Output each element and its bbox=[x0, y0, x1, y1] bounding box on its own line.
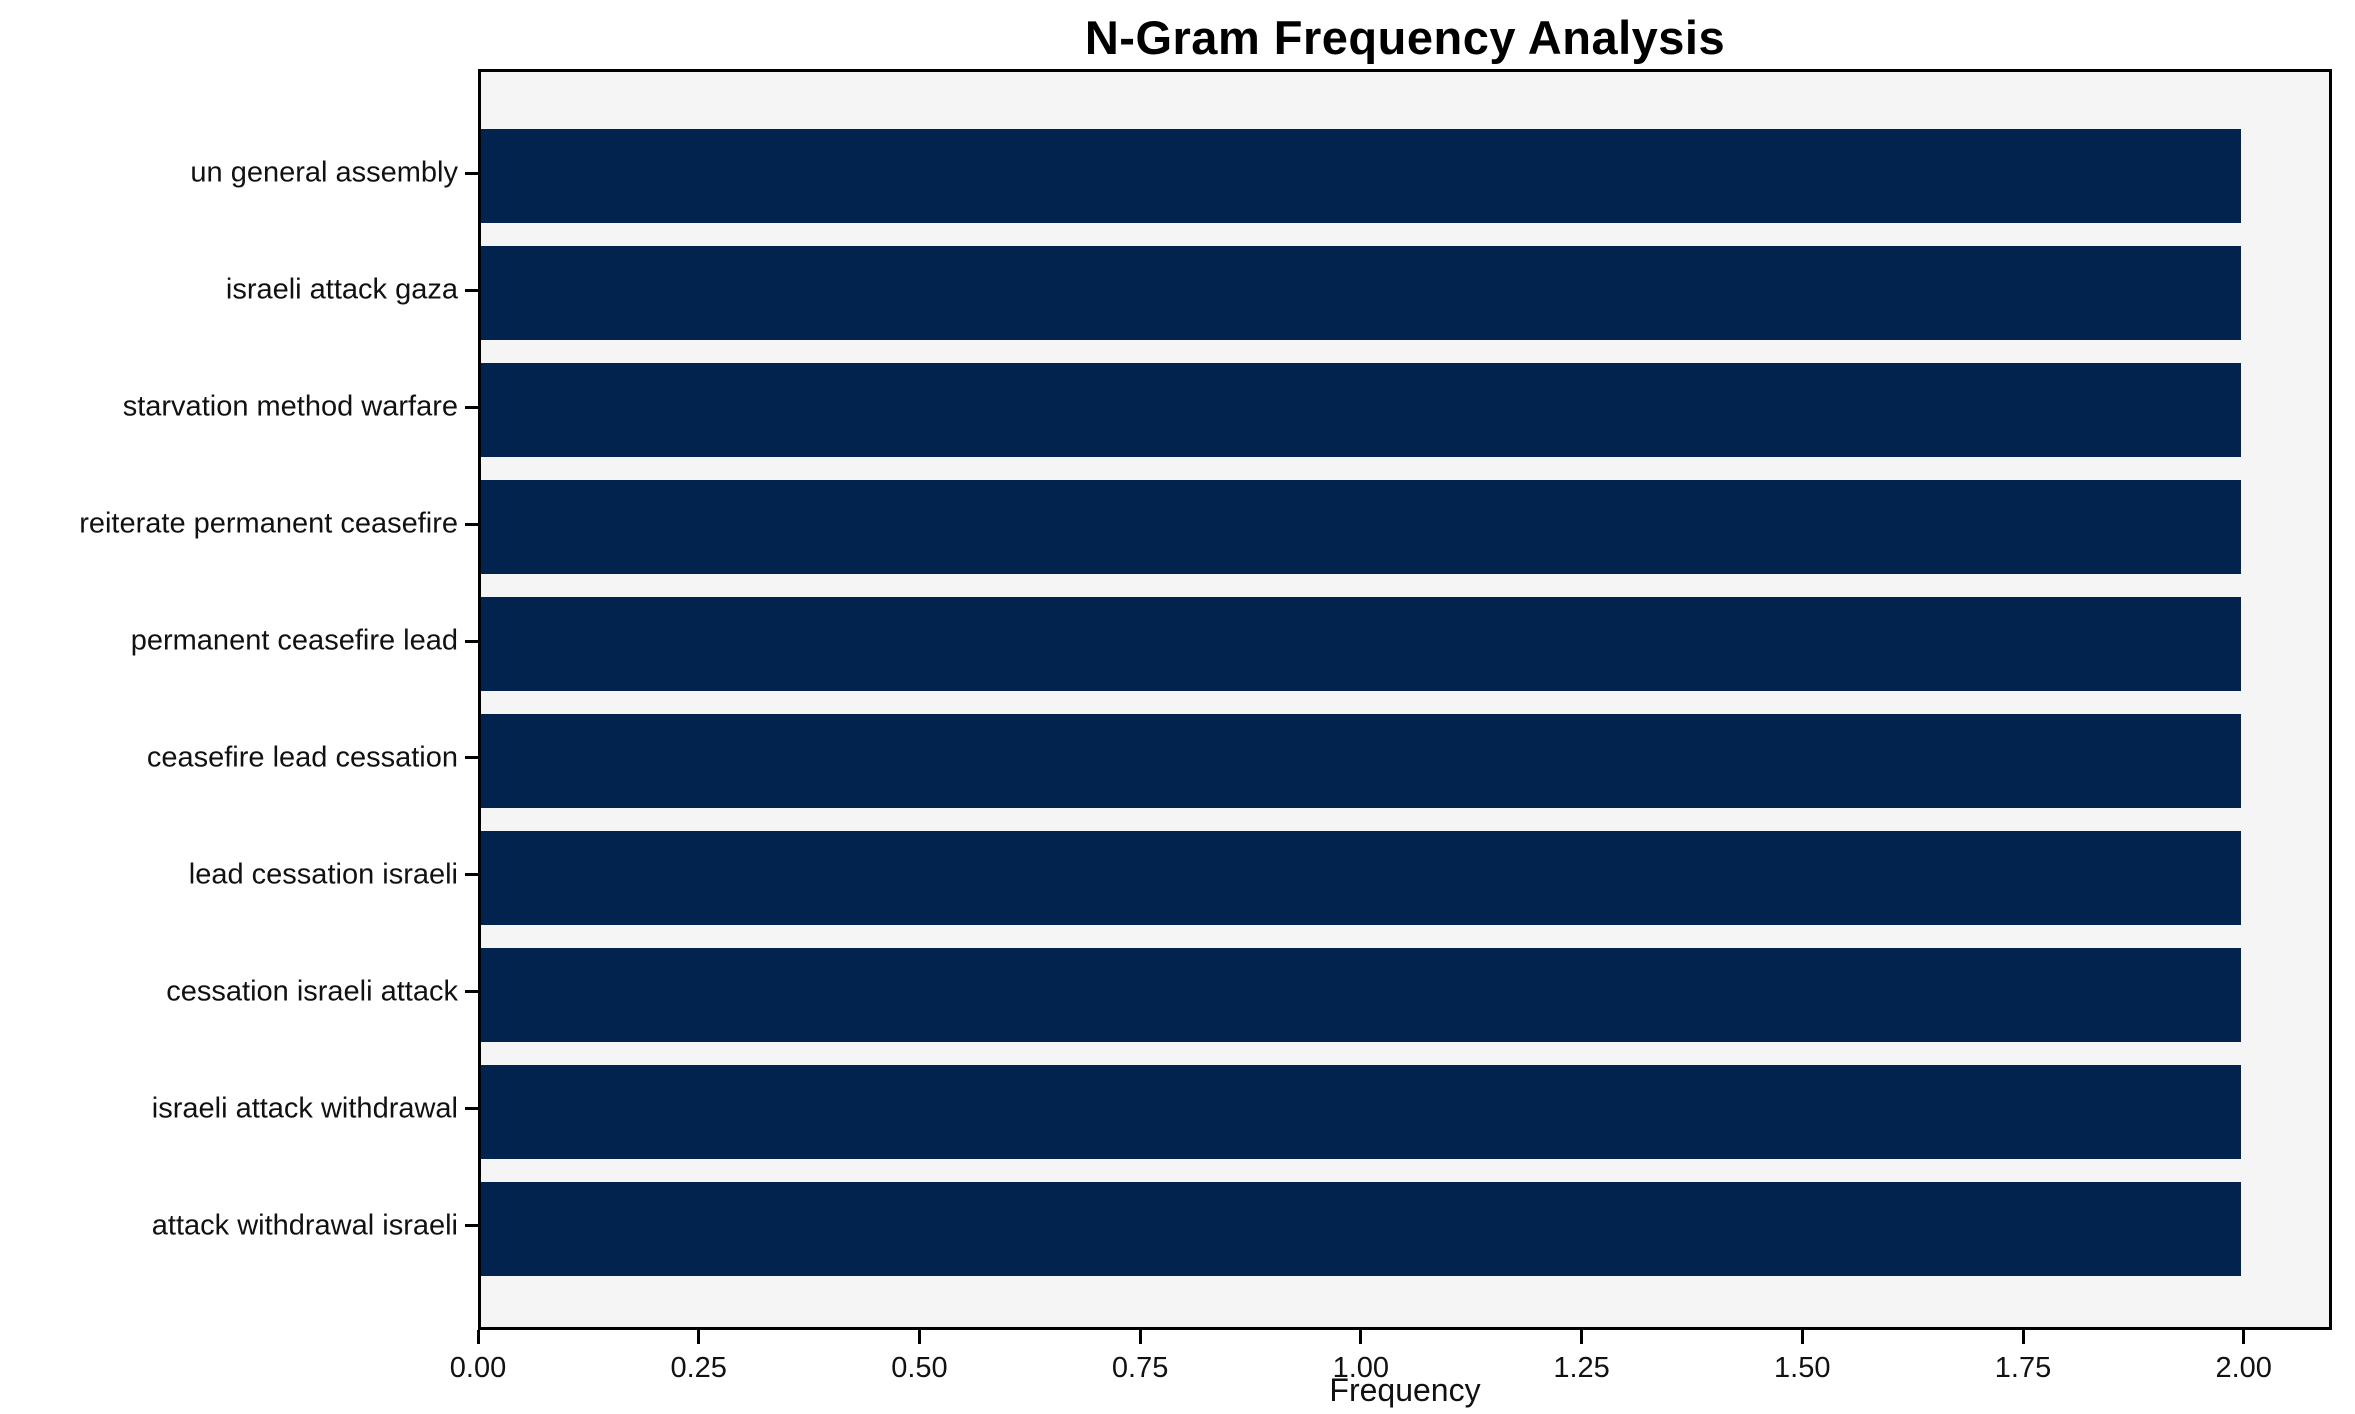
x-tick-mark bbox=[2242, 1330, 2246, 1344]
x-tick-label: 0.25 bbox=[670, 1352, 727, 1384]
plot-area bbox=[478, 69, 2332, 1330]
y-tick-mark bbox=[465, 405, 478, 409]
x-tick-mark bbox=[1138, 1330, 1142, 1344]
bar bbox=[481, 129, 2241, 223]
y-tick-label: reiterate permanent ceasefire bbox=[79, 507, 458, 540]
y-tick-mark bbox=[465, 756, 478, 760]
y-tick-mark bbox=[465, 522, 478, 526]
bar bbox=[481, 831, 2241, 925]
bar bbox=[481, 246, 2241, 340]
y-tick-mark bbox=[465, 873, 478, 877]
x-tick-label: 1.50 bbox=[1774, 1352, 1831, 1384]
x-tick-label: 0.00 bbox=[449, 1352, 507, 1384]
y-tick-label: un general assembly bbox=[190, 156, 458, 189]
y-tick-mark bbox=[465, 1107, 478, 1111]
x-tick-label: 2.00 bbox=[2215, 1352, 2272, 1384]
y-tick-mark bbox=[465, 639, 478, 643]
x-tick-label: 0.50 bbox=[891, 1352, 948, 1384]
chart-title: N-Gram Frequency Analysis bbox=[1084, 11, 1726, 64]
x-tick-mark bbox=[697, 1330, 701, 1344]
bar bbox=[481, 363, 2241, 457]
y-tick-label: starvation method warfare bbox=[122, 390, 458, 423]
x-tick-label: 1.25 bbox=[1553, 1352, 1610, 1384]
x-tick-mark bbox=[2021, 1330, 2025, 1344]
x-tick-mark bbox=[1580, 1330, 1584, 1344]
y-tick-mark bbox=[465, 1224, 478, 1228]
x-tick-mark bbox=[476, 1330, 480, 1344]
bar bbox=[481, 1065, 2241, 1159]
x-tick-mark bbox=[1359, 1330, 1363, 1344]
bar bbox=[481, 1182, 2241, 1276]
y-tick-label: ceasefire lead cessation bbox=[146, 741, 458, 774]
x-tick-label: 1.75 bbox=[1994, 1352, 2052, 1384]
y-tick-mark bbox=[465, 288, 478, 292]
x-tick-mark bbox=[1800, 1330, 1804, 1344]
bar bbox=[481, 597, 2241, 691]
y-tick-mark bbox=[465, 990, 478, 994]
x-tick-label: 0.75 bbox=[1111, 1352, 1169, 1384]
bar bbox=[481, 714, 2241, 808]
x-tick-mark bbox=[917, 1330, 921, 1344]
x-tick-label: 1.00 bbox=[1332, 1352, 1390, 1384]
bar bbox=[481, 948, 2241, 1042]
y-tick-label: lead cessation israeli bbox=[188, 858, 458, 891]
y-tick-label: permanent ceasefire lead bbox=[130, 624, 458, 657]
y-tick-label: cessation israeli attack bbox=[166, 975, 458, 1008]
y-tick-label: israeli attack withdrawal bbox=[151, 1092, 458, 1125]
y-tick-mark bbox=[465, 171, 478, 175]
y-tick-label: attack withdrawal israeli bbox=[151, 1209, 458, 1242]
y-tick-label: israeli attack gaza bbox=[225, 273, 458, 306]
bar bbox=[481, 480, 2241, 574]
x-axis-label: Frequency bbox=[1329, 1372, 1481, 1408]
